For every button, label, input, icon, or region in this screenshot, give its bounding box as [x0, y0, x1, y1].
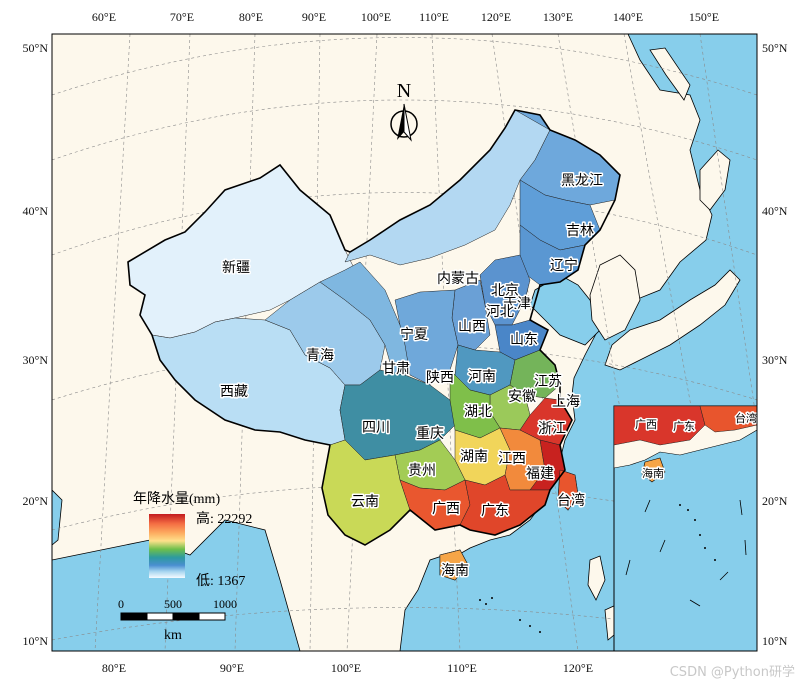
right-lat-ticks: 50°N 40°N 30°N 20°N 10°N — [762, 41, 788, 648]
tick-label: 40°N — [23, 204, 49, 218]
scale-tick: 0 — [118, 597, 124, 611]
tick-label: 100°E — [361, 10, 391, 24]
province-label: 广西 — [432, 501, 460, 517]
inset-label: 海南 — [642, 466, 664, 480]
left-lat-ticks: 50°N 40°N 30°N 20°N 10°N — [23, 41, 49, 648]
china-provinces — [127, 109, 621, 581]
tick-label: 110°E — [447, 661, 477, 675]
legend-low: 低: 1367 — [196, 573, 245, 589]
province-label: 山西 — [458, 319, 486, 335]
province-label: 重庆 — [416, 426, 444, 442]
tick-label: 10°N — [23, 634, 49, 648]
tick-label: 40°N — [762, 204, 788, 218]
scale-bar: 0 500 1000 km — [118, 597, 237, 643]
province-label: 湖北 — [464, 404, 492, 420]
tick-label: 30°N — [762, 353, 788, 367]
tick-label: 80°E — [102, 661, 126, 675]
province-label: 上海 — [552, 394, 580, 410]
province-label: 贵州 — [408, 463, 436, 479]
province-label: 新疆 — [222, 260, 250, 276]
province-label: 陕西 — [426, 370, 454, 386]
province-label: 内蒙古 — [437, 271, 479, 287]
province-label: 湖南 — [460, 449, 488, 465]
province-label: 江苏 — [534, 374, 562, 390]
tick-label: 120°E — [481, 10, 511, 24]
tick-label: 30°N — [23, 353, 49, 367]
province-label: 广东 — [481, 503, 509, 519]
province-label: 台湾 — [557, 492, 585, 509]
scale-tick: 500 — [164, 597, 182, 611]
province-label: 宁夏 — [400, 326, 428, 343]
province-label: 云南 — [351, 494, 379, 510]
tick-label: 70°E — [170, 10, 194, 24]
tick-label: 130°E — [543, 10, 573, 24]
province-label: 安徽 — [508, 389, 536, 405]
bottom-lon-ticks: 80°E 90°E 100°E 110°E 120°E — [102, 661, 593, 675]
province-label: 北京 — [491, 283, 519, 299]
province-label: 西藏 — [220, 384, 248, 400]
province-label: 河南 — [468, 369, 496, 385]
province-label: 辽宁 — [550, 257, 578, 274]
inset-label: 广西 — [635, 418, 657, 431]
tick-label: 50°N — [23, 41, 49, 55]
province-labels: 新疆 西藏 青海 甘肃 内蒙古 黑龙江 吉林 辽宁 北京 天津 河北 山西 宁夏… — [219, 172, 605, 581]
legend-title: 年降水量(mm) — [133, 491, 220, 507]
province-label: 江西 — [498, 451, 526, 467]
tick-label: 80°E — [239, 10, 263, 24]
province-label: 甘肃 — [382, 361, 410, 377]
tick-label: 120°E — [563, 661, 593, 675]
tick-label: 20°N — [23, 494, 49, 508]
tick-label: 10°N — [762, 634, 788, 648]
province-label: 天津 — [503, 296, 531, 312]
province-label: 四川 — [362, 420, 390, 436]
tick-label: 50°N — [762, 41, 788, 55]
top-lon-ticks: 60°E 70°E 80°E 90°E 100°E 110°E 120°E 13… — [92, 10, 719, 24]
tick-label: 140°E — [613, 10, 643, 24]
tick-label: 100°E — [331, 661, 361, 675]
map-frame — [51, 33, 758, 652]
tick-label: 150°E — [689, 10, 719, 24]
province-label: 山东 — [510, 332, 538, 348]
inset-map: 广西 广东 台湾 海南 — [613, 405, 759, 652]
tick-label: 60°E — [92, 10, 116, 24]
province-label: 吉林 — [566, 223, 594, 239]
north-arrow-label: N — [397, 80, 411, 102]
north-arrow: N — [390, 80, 418, 142]
tick-label: 90°E — [220, 661, 244, 675]
china-boundary — [127, 109, 621, 546]
province-label: 黑龙江 — [561, 173, 603, 189]
scale-unit: km — [164, 628, 182, 643]
tick-label: 20°N — [762, 494, 788, 508]
colorbar-legend: 年降水量(mm) 高: 22292 低: 1367 — [133, 491, 252, 589]
scs-islands — [479, 597, 541, 633]
province-label: 浙江 — [538, 421, 566, 437]
scale-tick: 1000 — [213, 597, 237, 611]
province-label: 河北 — [486, 304, 514, 320]
legend-colorbar — [149, 514, 185, 578]
tick-label: 90°E — [302, 10, 326, 24]
tick-label: 110°E — [419, 10, 449, 24]
province-label: 福建 — [526, 466, 554, 482]
legend-high: 高: 22292 — [196, 510, 252, 527]
province-label: 青海 — [306, 348, 334, 364]
inset-label: 广东 — [673, 420, 695, 433]
watermark: CSDN @Python研学 — [670, 664, 795, 680]
province-label: 海南 — [441, 563, 469, 579]
inset-label: 台湾 — [735, 411, 757, 425]
